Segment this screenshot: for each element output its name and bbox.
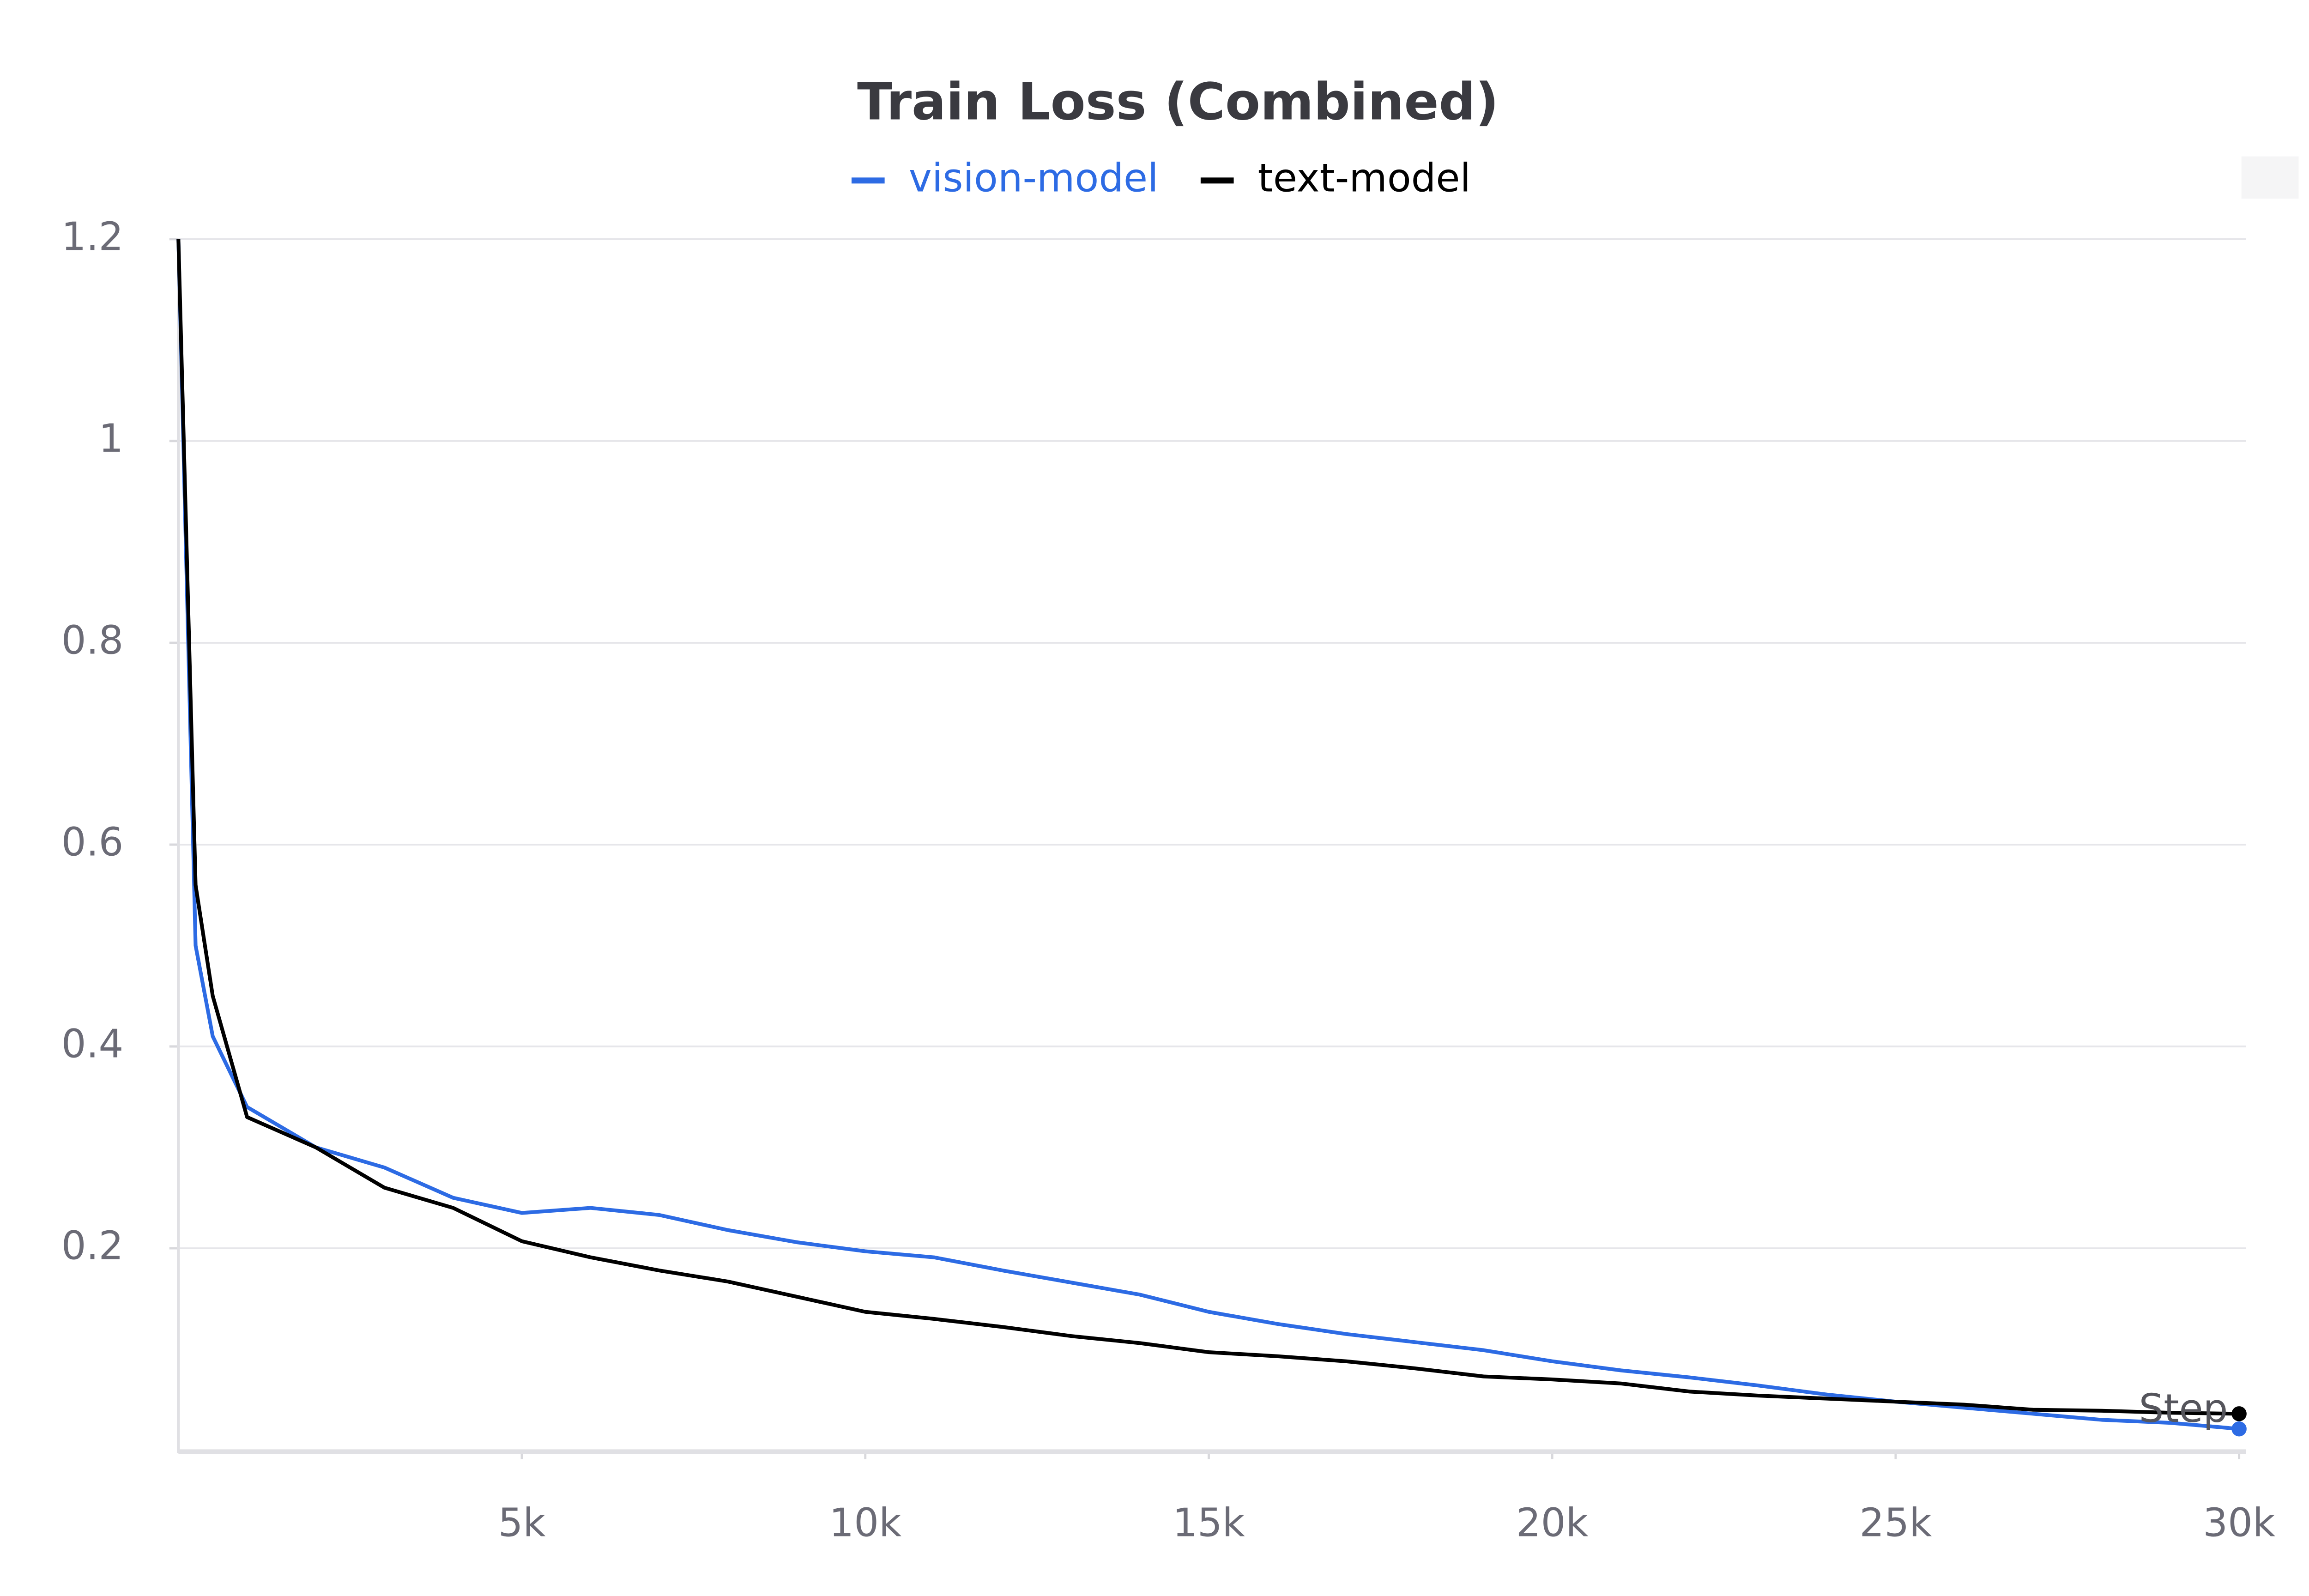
chart-title: Train Loss (Combined) <box>857 72 1499 132</box>
toolbar-box <box>2241 156 2299 199</box>
x-tick-label: 15k <box>1173 1499 1245 1545</box>
end-point <box>2231 1421 2247 1437</box>
x-tick-label: 20k <box>1516 1499 1589 1545</box>
x-tick-label: 5k <box>498 1499 546 1545</box>
legend-label: text-model <box>1258 155 1471 200</box>
y-tick-label: 0.2 <box>61 1222 124 1268</box>
y-tick-label: 1 <box>99 415 124 461</box>
x-tick-label: 25k <box>1860 1499 1932 1545</box>
end-point <box>2231 1406 2247 1421</box>
series-line <box>176 239 2239 1431</box>
legend: vision-model text-model <box>851 155 1471 200</box>
y-tick-label: 0.8 <box>61 617 124 663</box>
y-tick-label: 1.2 <box>61 213 124 259</box>
x-axis-label: Step <box>2139 1385 2228 1431</box>
series-line <box>176 239 2239 1416</box>
x-tick-label: 30k <box>2203 1499 2275 1545</box>
y-tick-label: 0.4 <box>61 1021 124 1066</box>
x-tick-label: 10k <box>829 1499 901 1545</box>
y-tick-label: 0.6 <box>61 819 124 864</box>
legend-label: vision-model <box>909 155 1159 200</box>
